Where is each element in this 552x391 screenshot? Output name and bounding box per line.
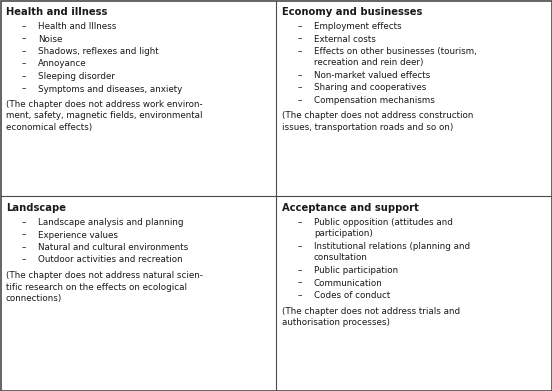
Text: Experience values: Experience values: [38, 231, 118, 240]
Text: –: –: [22, 255, 26, 264]
Text: Economy and businesses: Economy and businesses: [282, 7, 422, 17]
Text: –: –: [298, 84, 302, 93]
Text: economical effects): economical effects): [6, 123, 92, 132]
Text: Public opposition (attitudes and: Public opposition (attitudes and: [314, 218, 453, 227]
Text: –: –: [298, 278, 302, 287]
Text: –: –: [298, 47, 302, 56]
Text: Employment effects: Employment effects: [314, 22, 402, 31]
Text: Sharing and cooperatives: Sharing and cooperatives: [314, 84, 426, 93]
Text: Effects on other businesses (tourism,: Effects on other businesses (tourism,: [314, 47, 477, 56]
Text: connections): connections): [6, 294, 62, 303]
Text: –: –: [22, 59, 26, 68]
Text: Institutional relations (planning and: Institutional relations (planning and: [314, 242, 470, 251]
Text: Landscape analysis and planning: Landscape analysis and planning: [38, 218, 183, 227]
Text: –: –: [22, 47, 26, 56]
Text: Public participation: Public participation: [314, 266, 398, 275]
Text: –: –: [298, 34, 302, 43]
Text: Landscape: Landscape: [6, 203, 66, 213]
Text: Non-market valued effects: Non-market valued effects: [314, 71, 430, 80]
Text: External costs: External costs: [314, 34, 376, 43]
Text: –: –: [298, 71, 302, 80]
Text: –: –: [22, 243, 26, 252]
Text: –: –: [22, 34, 26, 43]
Text: –: –: [298, 266, 302, 275]
Text: recreation and rein deer): recreation and rein deer): [314, 59, 423, 68]
Text: Outdoor activities and recreation: Outdoor activities and recreation: [38, 255, 183, 264]
Text: –: –: [22, 218, 26, 227]
Text: Communication: Communication: [314, 278, 383, 287]
Text: (The chapter does not address work environ-: (The chapter does not address work envir…: [6, 100, 203, 109]
Text: Symptoms and diseases, anxiety: Symptoms and diseases, anxiety: [38, 84, 182, 93]
Text: Annoyance: Annoyance: [38, 59, 87, 68]
Text: Shadows, reflexes and light: Shadows, reflexes and light: [38, 47, 158, 56]
Text: –: –: [298, 96, 302, 105]
Text: Health and Illness: Health and Illness: [38, 22, 116, 31]
Text: Compensation mechanisms: Compensation mechanisms: [314, 96, 435, 105]
Text: –: –: [22, 231, 26, 240]
Text: Health and illness: Health and illness: [6, 7, 108, 17]
Text: authorisation processes): authorisation processes): [282, 318, 390, 327]
Text: –: –: [298, 22, 302, 31]
Text: tific research on the effects on ecological: tific research on the effects on ecologi…: [6, 283, 187, 292]
Text: –: –: [22, 72, 26, 81]
Text: Acceptance and support: Acceptance and support: [282, 203, 419, 213]
Text: Sleeping disorder: Sleeping disorder: [38, 72, 115, 81]
Text: (The chapter does not address trials and: (The chapter does not address trials and: [282, 307, 460, 316]
Text: –: –: [298, 291, 302, 300]
Text: –: –: [298, 218, 302, 227]
Text: Noise: Noise: [38, 34, 62, 43]
Text: consultation: consultation: [314, 253, 368, 262]
Text: Natural and cultural environments: Natural and cultural environments: [38, 243, 188, 252]
Text: Codes of conduct: Codes of conduct: [314, 291, 390, 300]
Text: participation): participation): [314, 230, 373, 239]
Text: issues, transportation roads and so on): issues, transportation roads and so on): [282, 123, 453, 132]
Text: (The chapter does not address construction: (The chapter does not address constructi…: [282, 111, 474, 120]
Text: –: –: [22, 22, 26, 31]
Text: (The chapter does not address natural scien-: (The chapter does not address natural sc…: [6, 271, 203, 280]
Text: ment, safety, magnetic fields, environmental: ment, safety, magnetic fields, environme…: [6, 111, 203, 120]
Text: –: –: [298, 242, 302, 251]
Text: –: –: [22, 84, 26, 93]
